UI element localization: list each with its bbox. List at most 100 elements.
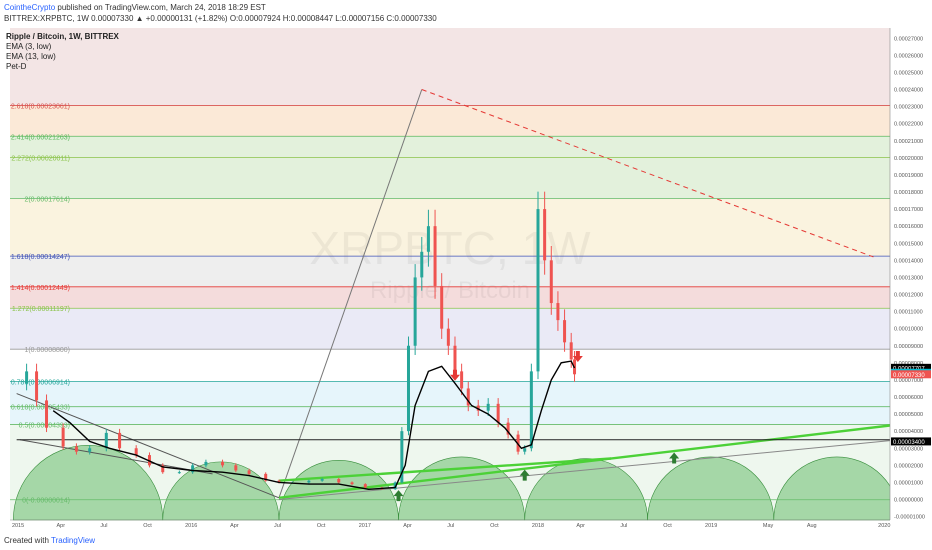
- x-tick-label: 2017: [359, 523, 371, 529]
- candle-body: [104, 432, 108, 449]
- tradingview-logo[interactable]: TradingView: [51, 536, 96, 545]
- y-tick-label: 0.00025000: [894, 70, 923, 76]
- candle-body: [476, 405, 480, 411]
- candle-body: [74, 446, 78, 452]
- candle-body: [307, 480, 311, 483]
- y-tick-label: 0.00021000: [894, 139, 923, 145]
- legend-petd[interactable]: Pet-D: [6, 62, 27, 71]
- candle-body: [118, 432, 122, 449]
- y-tick-label: 0.00013000: [894, 275, 923, 281]
- candle-body: [61, 427, 65, 447]
- fib-band: [10, 286, 890, 309]
- trendline: [19, 439, 213, 475]
- chart-header: CointheCrypto published on TradingView.c…: [0, 0, 932, 30]
- candle-body: [363, 484, 367, 488]
- y-tick-label: 0.00005000: [894, 412, 923, 418]
- y-tick-label: 0.00017000: [894, 207, 923, 213]
- price-label-bg: [891, 370, 931, 379]
- candle-body: [529, 371, 533, 449]
- candle-body: [496, 403, 500, 423]
- x-tick-label: Jul: [274, 523, 281, 529]
- y-tick-label: 0.00009000: [894, 344, 923, 350]
- x-tick-label: 2018: [532, 523, 544, 529]
- candle-body: [35, 371, 39, 401]
- candle-body: [440, 285, 444, 329]
- watermark-symbol: XRPBTC, 1W: [309, 222, 591, 274]
- price-label: 0.00007330: [893, 373, 925, 379]
- legend-ema3[interactable]: EMA (3, low): [6, 42, 52, 51]
- y-tick-label: 0.00003000: [894, 446, 923, 452]
- x-tick-label: 2019: [705, 523, 717, 529]
- x-tick-label: Apr: [230, 523, 239, 529]
- created-with-label: Created with: [4, 536, 49, 545]
- x-tick-label: Apr: [56, 523, 65, 529]
- watermark-name: Ripple / Bitcoin: [370, 277, 530, 304]
- candle-body: [88, 448, 92, 452]
- buy-arrow-icon: [519, 469, 530, 481]
- candle-body: [453, 345, 457, 372]
- candle-body: [191, 465, 195, 473]
- y-tick-label: 0.00008000: [894, 361, 923, 367]
- fib-level-label: 0.786(0.00006914): [11, 379, 70, 386]
- chart-legend: Ripple / Bitcoin, 1W, BITTREX EMA (3, lo…: [6, 32, 119, 72]
- candle-body: [147, 455, 151, 466]
- fib-band: [10, 424, 890, 520]
- price-label-bg: [891, 437, 931, 446]
- fib-level-label: 0.5(0.00004393): [19, 422, 70, 429]
- x-tick-label: Jul: [100, 523, 107, 529]
- candle-body: [204, 461, 208, 466]
- fib-level-label: 1.618(0.00014247): [11, 254, 70, 261]
- ohlc-line: BITTREX:XRPBTC, 1W 0.00007330 ▲ +0.00000…: [4, 14, 437, 23]
- fib-band: [10, 308, 890, 350]
- y-tick-label: 0.00016000: [894, 224, 923, 230]
- y-tick-label: 0.00007000: [894, 378, 923, 384]
- candle-body: [413, 277, 417, 346]
- candle-body: [523, 448, 527, 452]
- x-tick-label: Aug: [807, 523, 817, 529]
- x-tick-label: Apr: [403, 523, 412, 529]
- price-chart[interactable]: XRPBTC, 1W Ripple / Bitcoin 2.618(0.000230…: [0, 28, 932, 530]
- legend-ema13[interactable]: EMA (13, low): [6, 52, 56, 61]
- fib-level-label: 1.414(0.00012449): [11, 285, 70, 292]
- y-tick-label: 0.00010000: [894, 327, 923, 333]
- candle-body: [337, 479, 341, 483]
- candle-body: [45, 400, 49, 428]
- x-tick-label: Oct: [143, 523, 152, 529]
- candle-body: [556, 303, 560, 321]
- cycle-arc: [524, 458, 648, 521]
- author-link[interactable]: CointheCrypto: [4, 3, 56, 12]
- candle-body: [420, 251, 424, 278]
- x-tick-label: Jul: [447, 523, 454, 529]
- candle-body: [446, 328, 450, 346]
- sell-arrow-icon: [449, 369, 460, 381]
- y-tick-label: 0.00022000: [894, 122, 923, 128]
- candle-body: [486, 403, 490, 411]
- x-tick-label: 2015: [12, 523, 24, 529]
- chart-area[interactable]: XRPBTC, 1W Ripple / Bitcoin 2.618(0.000230…: [0, 28, 932, 530]
- y-tick-label: 0.00024000: [894, 88, 923, 94]
- y-tick-label: 0.00018000: [894, 190, 923, 196]
- candle-body: [433, 226, 437, 286]
- y-tick-label: 0.00011000: [894, 310, 923, 316]
- trendline: [278, 89, 423, 498]
- y-tick-label: 0.00000000: [894, 498, 923, 504]
- fib-level-label: 0.618(0.00005433): [11, 405, 70, 412]
- candle-body: [466, 388, 470, 406]
- x-tick-label: Oct: [663, 523, 672, 529]
- x-tick-label: Oct: [317, 523, 326, 529]
- y-tick-label: 0.00020000: [894, 156, 923, 162]
- publish-info: published on TradingView.com, March 24, …: [57, 3, 266, 12]
- candle-body: [406, 345, 410, 432]
- legend-title: Ripple / Bitcoin, 1W, BITTREX: [6, 32, 119, 41]
- x-tick-label: 2016: [185, 523, 197, 529]
- fib-band: [10, 105, 890, 137]
- cycle-arc: [13, 445, 164, 521]
- x-tick-label: 2020: [878, 523, 890, 529]
- candle-body: [460, 371, 464, 389]
- y-tick-label: 0.00004000: [894, 429, 923, 435]
- fib-band: [10, 28, 890, 106]
- y-tick-label: 0.00001000: [894, 480, 923, 486]
- candle-body: [177, 472, 181, 474]
- candle-body: [221, 461, 225, 466]
- candle-body: [569, 342, 573, 360]
